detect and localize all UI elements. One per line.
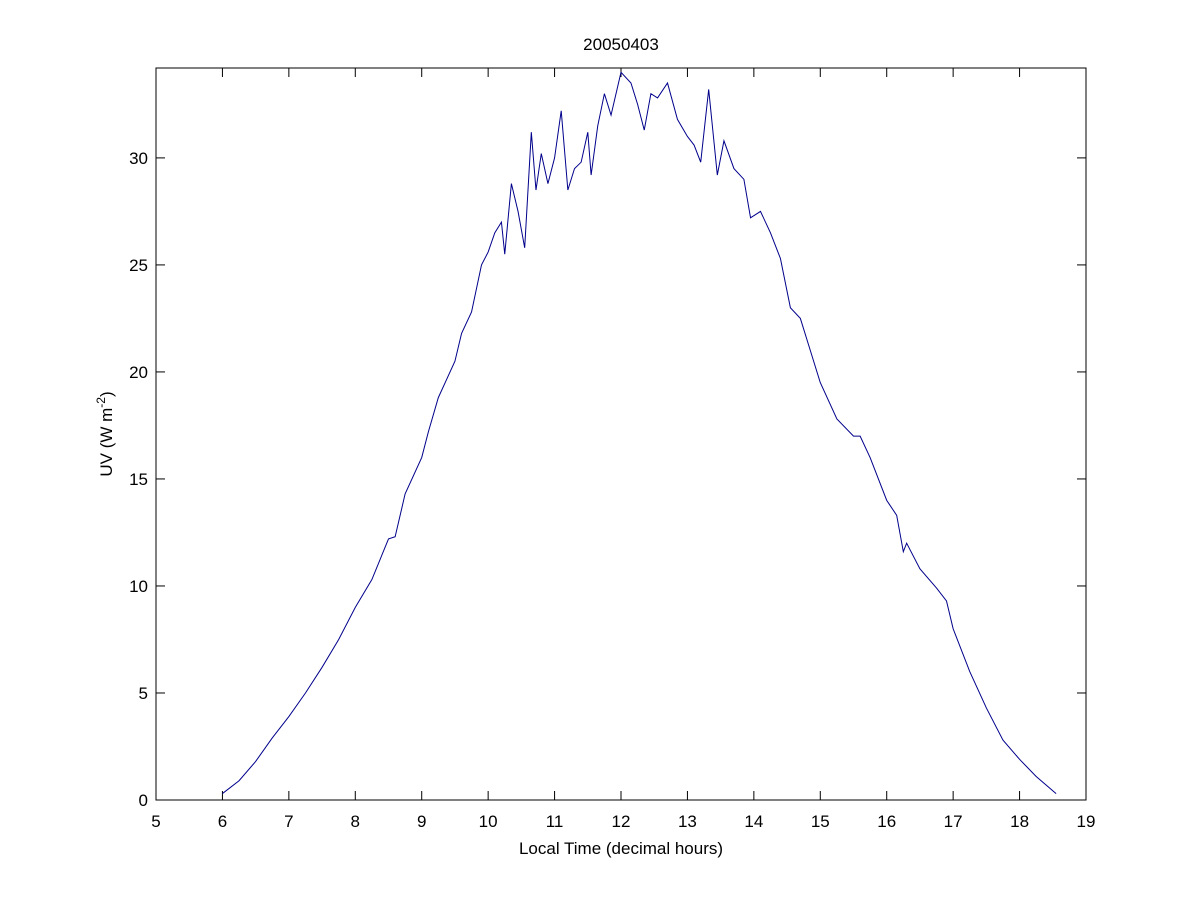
y-tick-label: 15 [129,470,148,489]
x-tick-label: 5 [151,812,160,831]
y-label-text: UV (W m [97,408,116,477]
x-tick-label: 6 [218,812,227,831]
y-tick-label: 10 [129,577,148,596]
x-tick-label: 19 [1077,812,1096,831]
x-tick-label: 10 [479,812,498,831]
x-tick-label: 8 [351,812,360,831]
data-line [222,71,1057,794]
plot-frame [155,67,1087,801]
x-tick-label: 9 [417,812,426,831]
x-tick-label: 17 [944,812,963,831]
x-tick-label: 7 [284,812,293,831]
x-tick-label: 11 [546,812,564,831]
y-label-suffix: ) [97,391,116,397]
x-tick-label: 14 [744,812,763,831]
y-tick-label: 0 [139,791,148,810]
y-label-sup: -2 [94,397,108,408]
chart-title: 20050403 [583,35,659,54]
y-axis-label: UV (W m-2) [94,391,116,476]
x-axis-label: Local Time (decimal hours) [519,839,723,858]
x-tick-label: 13 [678,812,697,831]
x-tick-label: 12 [612,812,631,831]
y-tick-label: 20 [129,363,148,382]
y-tick-label: 30 [129,149,148,168]
x-tick-label: 18 [1010,812,1029,831]
y-tick-label: 25 [129,256,148,275]
x-tick-label: 16 [877,812,896,831]
x-tick-label: 15 [811,812,830,831]
y-tick-label: 5 [139,684,148,703]
